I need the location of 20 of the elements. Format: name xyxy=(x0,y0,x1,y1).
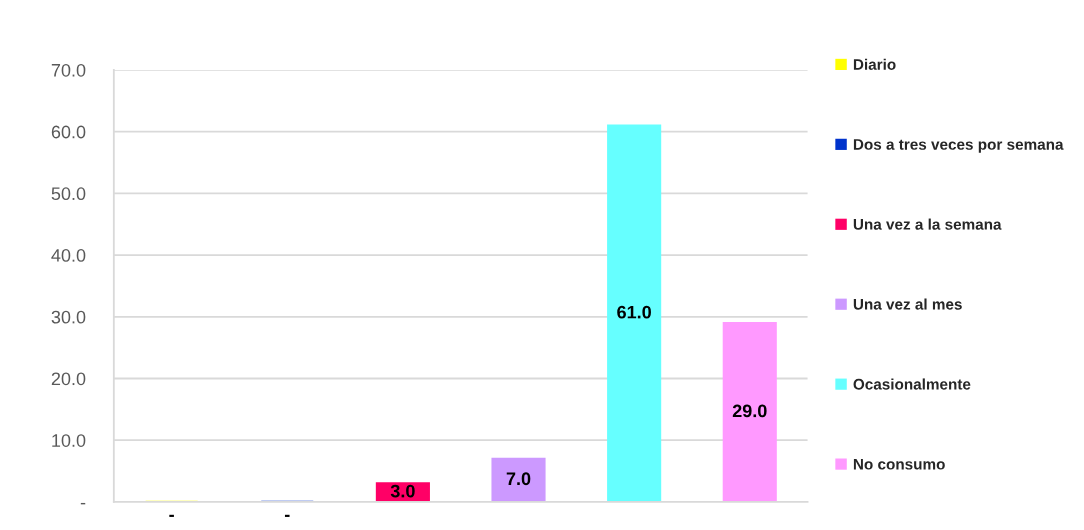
legend-label: Ocasionalmente xyxy=(853,378,971,390)
y-tick-label: 10.0 xyxy=(52,434,86,447)
y-tick-label: - xyxy=(80,502,86,505)
data-label: 3.0 xyxy=(390,484,415,498)
y-tick-label: 60.0 xyxy=(51,125,86,139)
data-label: - xyxy=(169,514,174,517)
y-tick-label: 70.0 xyxy=(51,63,86,77)
y-tick-label: 30.0 xyxy=(51,310,86,324)
y-tick-label: 20.0 xyxy=(51,372,86,386)
legend-label: Una vez al mes xyxy=(853,298,962,310)
data-label: 29.0 xyxy=(732,404,767,418)
legend-label: Una vez a la semana xyxy=(853,218,1002,230)
data-label: 7.0 xyxy=(506,472,531,486)
legend-label: Dos a tres veces por semana xyxy=(853,139,1064,153)
y-tick-label: 40.0 xyxy=(51,249,86,262)
legend-label: Diario xyxy=(853,58,896,70)
data-label: 61.0 xyxy=(617,305,651,319)
y-tick-label: 50.0 xyxy=(51,187,86,201)
legend-label: No consumo xyxy=(853,458,945,470)
data-label: - xyxy=(284,514,290,517)
